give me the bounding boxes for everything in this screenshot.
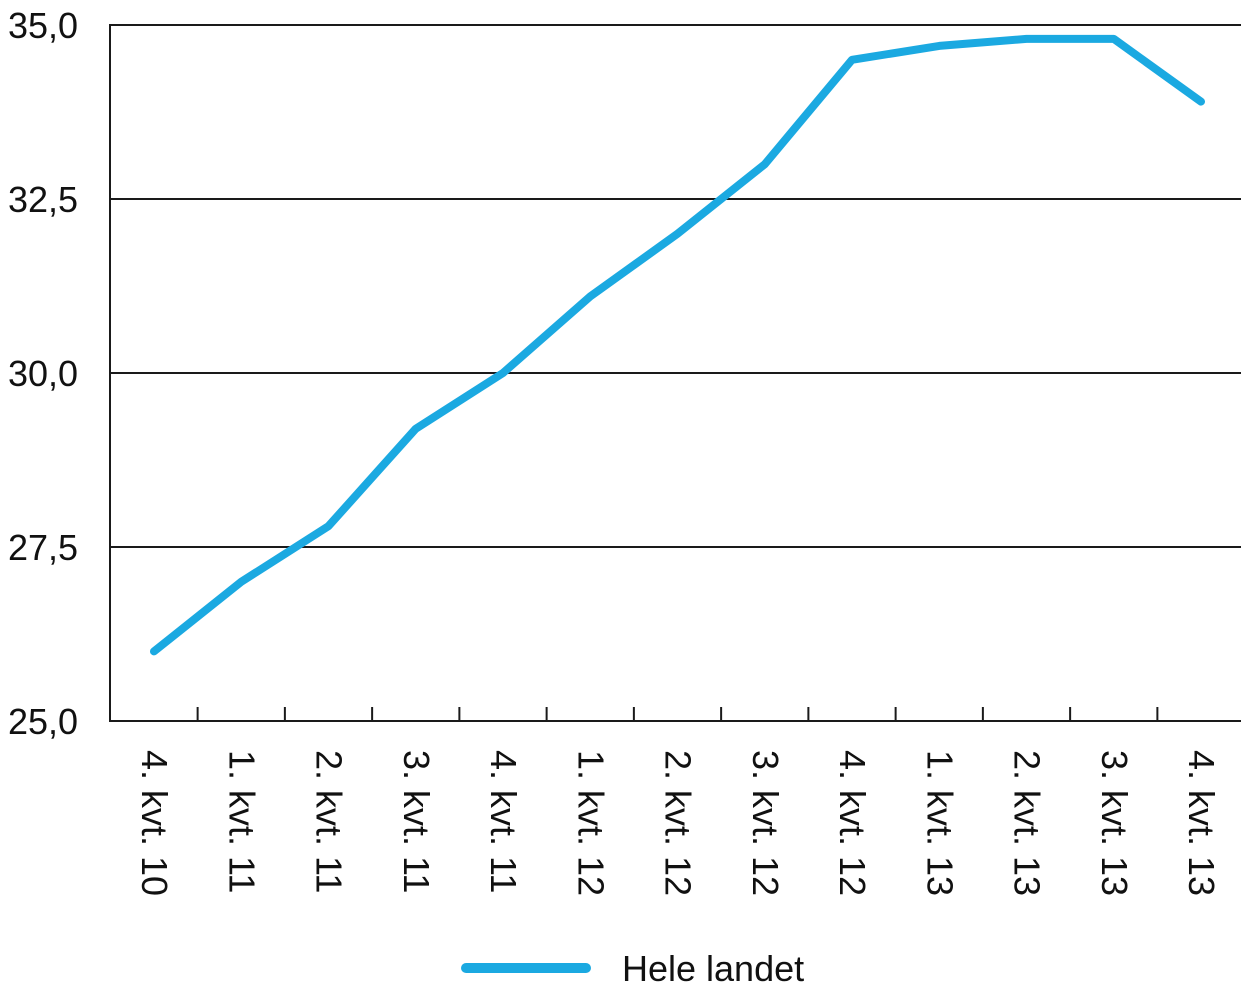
series-line-hele-landet (150, 34, 1205, 656)
x-tick-label: 1. kvt. 12 (570, 750, 611, 896)
x-tick-label: 4. kvt. 11 (483, 750, 524, 893)
x-tick-labels: 4. kvt. 10 1. kvt. 11 2. kvt. 11 3. kvt. 11… (134, 750, 1222, 896)
legend-label-hele-landet: Hele landet (622, 948, 804, 983)
x-tick-label: 4. kvt. 12 (832, 750, 873, 896)
x-tick-label: 2. kvt. 11 (309, 750, 350, 893)
legend: Hele landet (461, 948, 804, 983)
x-tick-label: 4. kvt. 10 (134, 750, 175, 896)
x-tick-label: 1. kvt. 11 (221, 750, 262, 893)
y-tick-labels: 25,0 27,5 30,0 32,5 35,0 (8, 5, 78, 742)
grid-lines (110, 24, 1241, 548)
x-tick-label: 1. kvt. 13 (919, 750, 960, 896)
x-tick-label: 3. kvt. 11 (396, 750, 437, 893)
x-tick-label: 3. kvt. 12 (745, 750, 786, 896)
x-tick-label: 2. kvt. 12 (658, 750, 699, 896)
x-tick-label: 3. kvt. 13 (1094, 750, 1135, 896)
axes (109, 24, 1241, 722)
x-tick-label: 2. kvt. 13 (1007, 750, 1048, 896)
x-tick-label: 4. kvt. 13 (1181, 750, 1222, 896)
y-tick-label: 30,0 (8, 353, 78, 394)
series-lines (150, 34, 1205, 656)
y-tick-label: 32,5 (8, 179, 78, 220)
y-tick-label: 25,0 (8, 701, 78, 742)
y-tick-label: 27,5 (8, 527, 78, 568)
y-tick-label: 35,0 (8, 5, 78, 46)
